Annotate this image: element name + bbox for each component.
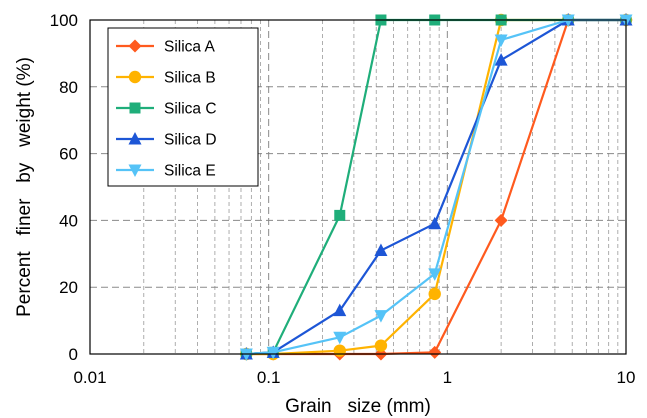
- series-line-silica-b: [246, 20, 626, 354]
- y-tick-label: 20: [59, 278, 78, 297]
- x-tick-label: 10: [617, 368, 636, 387]
- series-line-silica-e: [246, 20, 626, 354]
- legend-label: Silica E: [164, 163, 216, 180]
- legend-marker-silica-c: [130, 103, 141, 114]
- series-silica-a: [240, 14, 633, 361]
- legend-label: Silica D: [164, 132, 217, 149]
- series-silica-d: [240, 13, 633, 360]
- data-point-silica-b: [375, 339, 387, 351]
- data-point-silica-c: [334, 210, 345, 221]
- x-axis-title: Grain size (mm): [285, 396, 431, 417]
- y-tick-label: 100: [50, 11, 78, 30]
- legend: Silica A Silica B Silica C Silica D Silica E: [108, 28, 258, 186]
- legend-label: Silica A: [164, 39, 215, 56]
- series-silica-c: [241, 15, 632, 360]
- legend-marker-silica-b: [129, 71, 141, 83]
- x-tick-label: 0.1: [257, 368, 281, 387]
- series-line-silica-a: [246, 20, 626, 354]
- series-layer: [240, 13, 633, 361]
- y-tick-label: 80: [59, 78, 78, 97]
- y-tick-label: 60: [59, 145, 78, 164]
- data-point-silica-b: [429, 288, 441, 300]
- x-tick-label: 1: [443, 368, 452, 387]
- data-point-silica-a: [428, 346, 441, 359]
- y-tick-label: 40: [59, 211, 78, 230]
- series-line-silica-c: [246, 20, 626, 354]
- legend-label: Silica B: [164, 70, 216, 87]
- y-axis-title: Percent finer by weight (%): [14, 57, 35, 317]
- legend-label: Silica C: [164, 101, 217, 118]
- data-point-silica-a: [495, 214, 508, 227]
- series-line-silica-d: [246, 20, 626, 354]
- data-point-silica-b: [334, 344, 346, 356]
- series-silica-e: [240, 15, 633, 362]
- series-silica-b: [240, 14, 632, 360]
- y-tick-label: 0: [69, 345, 78, 364]
- x-tick-label: 0.01: [73, 368, 106, 387]
